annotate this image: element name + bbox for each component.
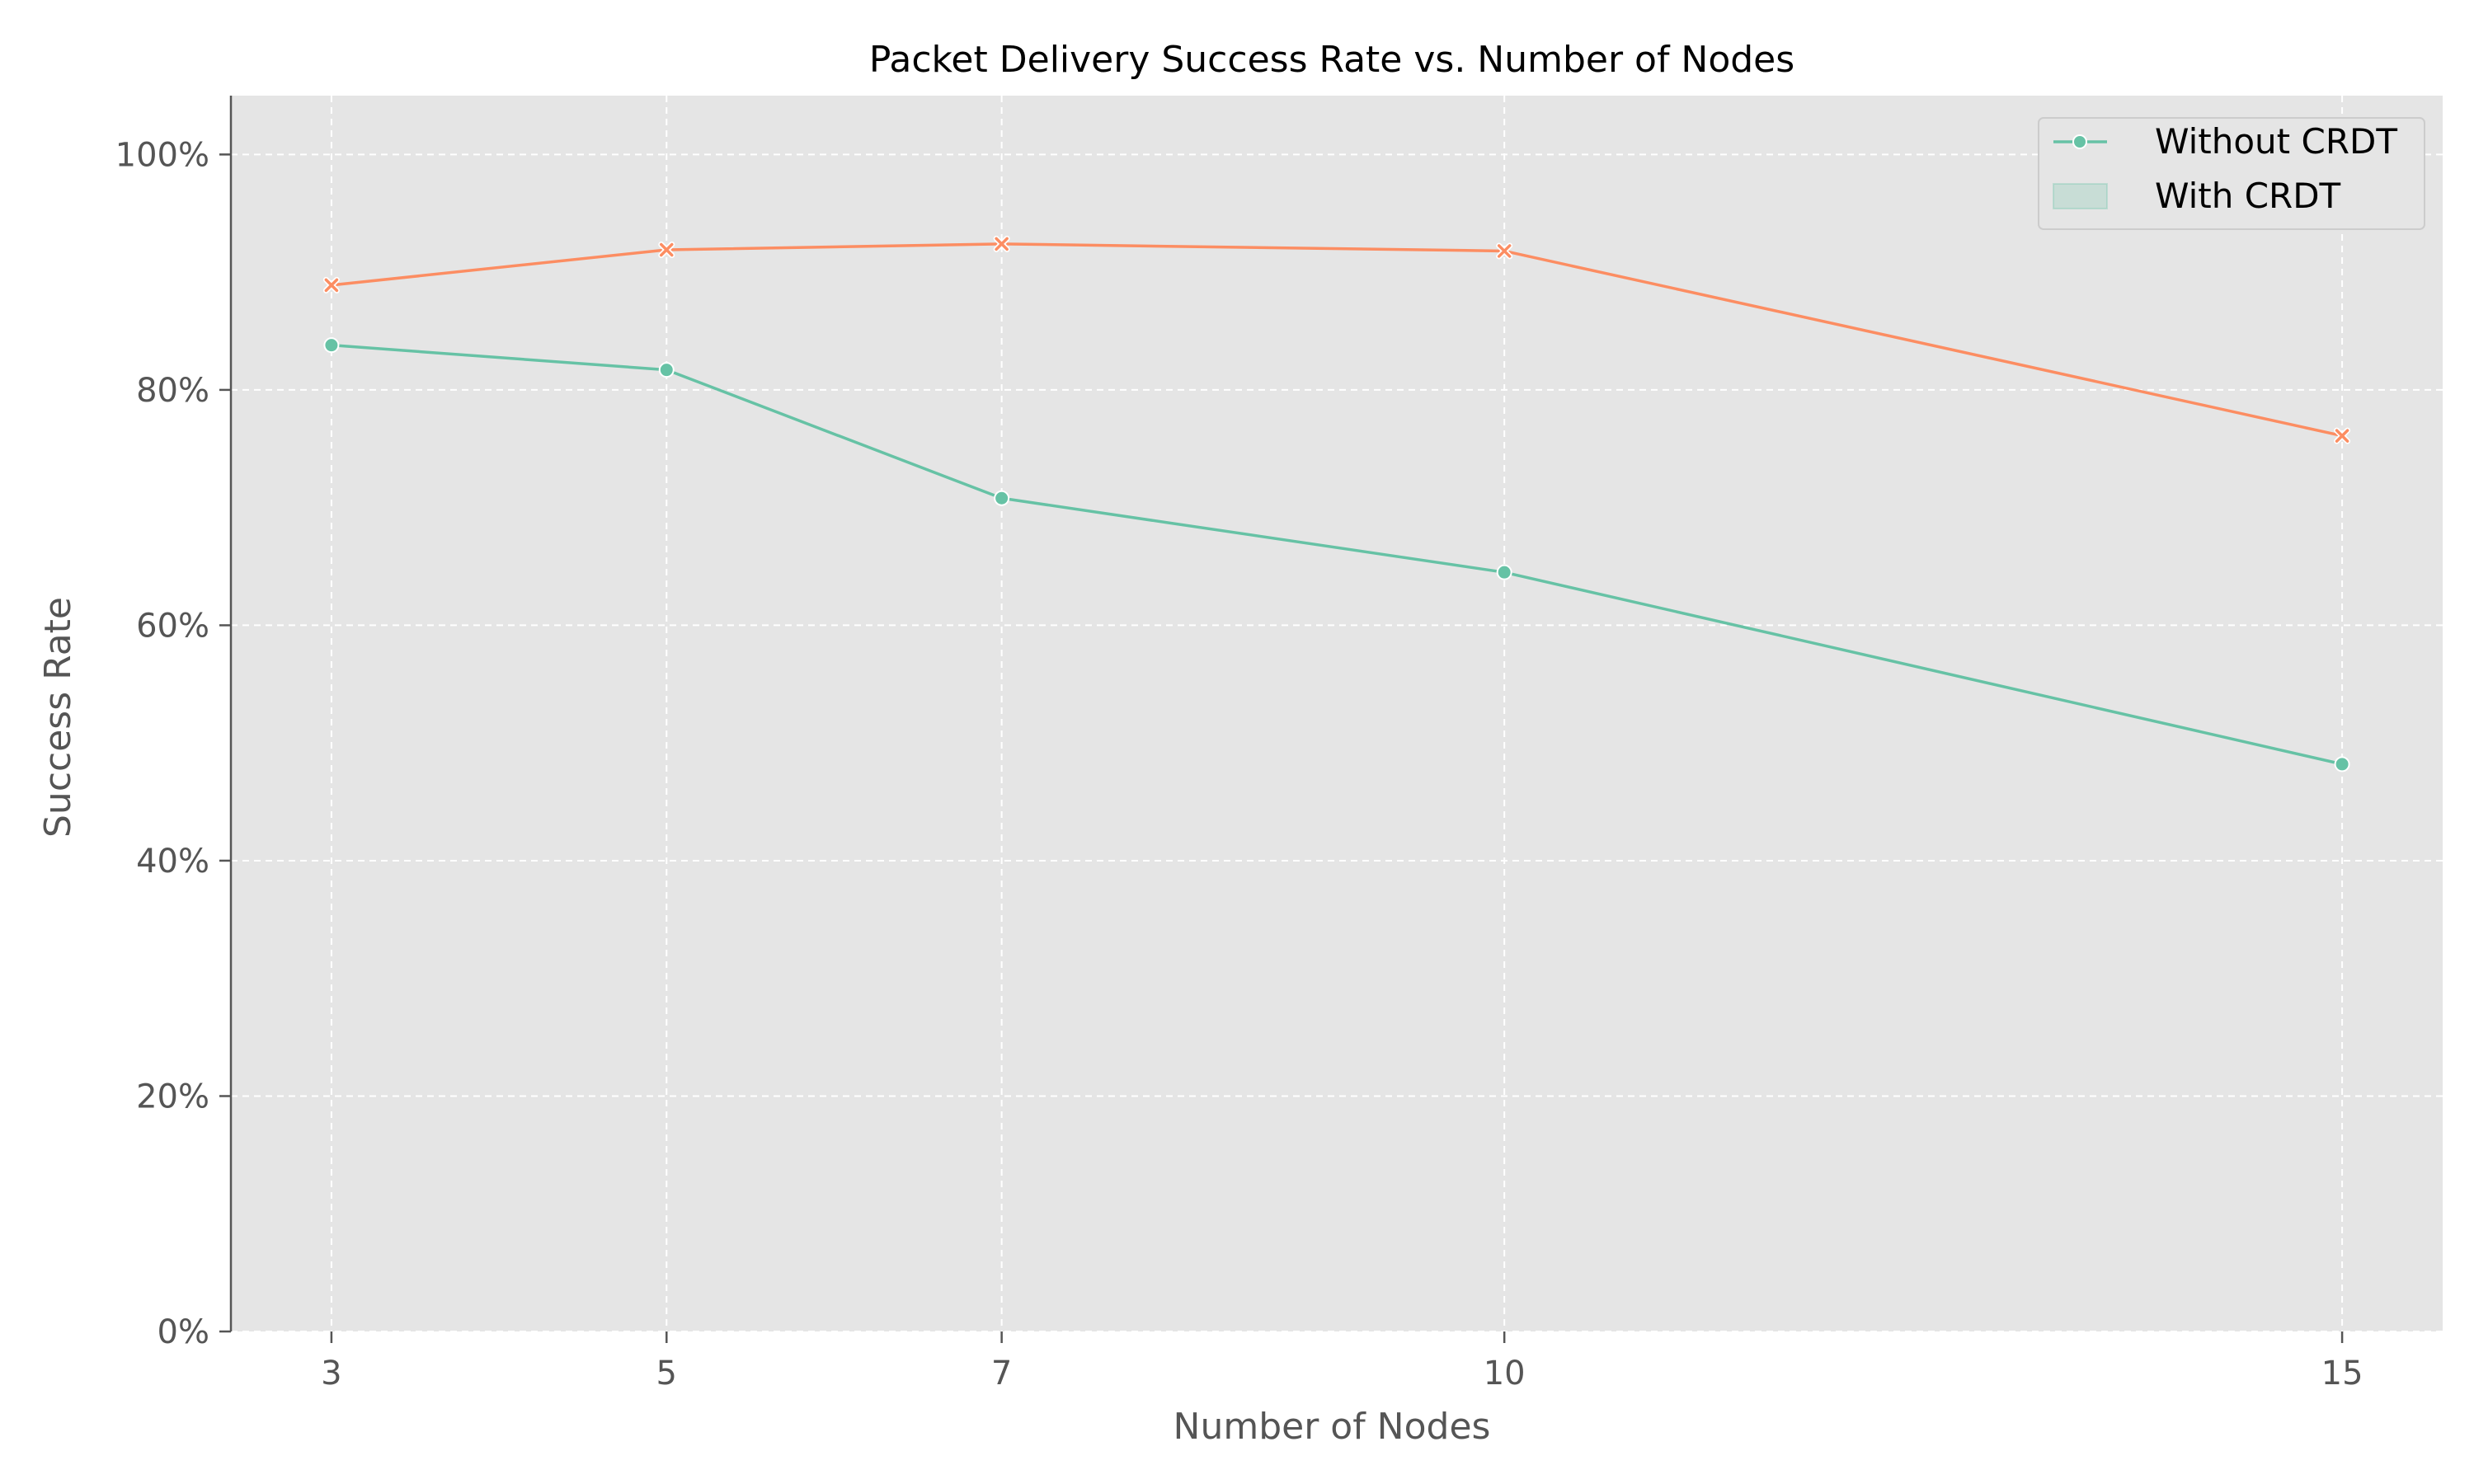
chart-title: Packet Delivery Success Rate vs. Number … bbox=[869, 39, 1794, 81]
point-without-4 bbox=[2334, 756, 2350, 773]
point-with-2 bbox=[993, 235, 1010, 252]
x-tick-label-2: 7 bbox=[991, 1355, 1012, 1392]
series-layer bbox=[322, 235, 2351, 773]
point-with-0 bbox=[322, 276, 340, 294]
legend-marker-without-crdt bbox=[2072, 134, 2087, 149]
grid-lines bbox=[231, 96, 2443, 1332]
legend-label-without-crdt: Without CRDT bbox=[2155, 121, 2397, 162]
x-axis-label: Number of Nodes bbox=[1174, 1406, 1491, 1448]
legend-label-with-crdt: With CRDT bbox=[2155, 176, 2341, 216]
x-tick-label-1: 5 bbox=[656, 1355, 677, 1392]
point-with-1 bbox=[658, 242, 675, 259]
y-tick-label-2: 40% bbox=[136, 843, 209, 881]
y-tick-label-0: 0% bbox=[158, 1313, 209, 1351]
x-tick-label-3: 10 bbox=[1484, 1355, 1526, 1392]
point-without-0 bbox=[323, 337, 340, 354]
y-tick-label-4: 80% bbox=[136, 372, 209, 410]
point-without-2 bbox=[994, 490, 1010, 506]
x-tick-label-4: 15 bbox=[2321, 1355, 2363, 1392]
legend-patch-with-crdt bbox=[2053, 183, 2108, 209]
point-with-4 bbox=[2334, 427, 2351, 444]
legend: Without CRDT With CRDT bbox=[2038, 117, 2425, 230]
legend-frame bbox=[2038, 117, 2425, 230]
point-without-3 bbox=[1496, 564, 1512, 580]
y-tick-label-3: 60% bbox=[136, 607, 209, 645]
point-with-3 bbox=[1496, 242, 1513, 260]
point-without-1 bbox=[658, 362, 675, 378]
axes: 0% 20% 40% 60% 80% 100% 3 5 7 10 15 bbox=[115, 96, 2363, 1392]
y-tick-label-5: 100% bbox=[115, 136, 209, 174]
y-axis-label: Success Rate bbox=[37, 597, 79, 838]
plot-area bbox=[231, 96, 2443, 1331]
y-tick-label-1: 20% bbox=[136, 1078, 209, 1115]
x-tick-label-0: 3 bbox=[321, 1355, 341, 1392]
